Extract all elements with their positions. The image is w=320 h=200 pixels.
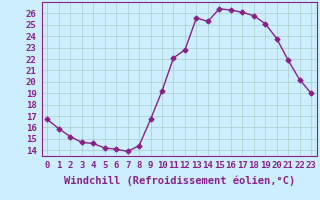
X-axis label: Windchill (Refroidissement éolien,°C): Windchill (Refroidissement éolien,°C) [64,175,295,186]
